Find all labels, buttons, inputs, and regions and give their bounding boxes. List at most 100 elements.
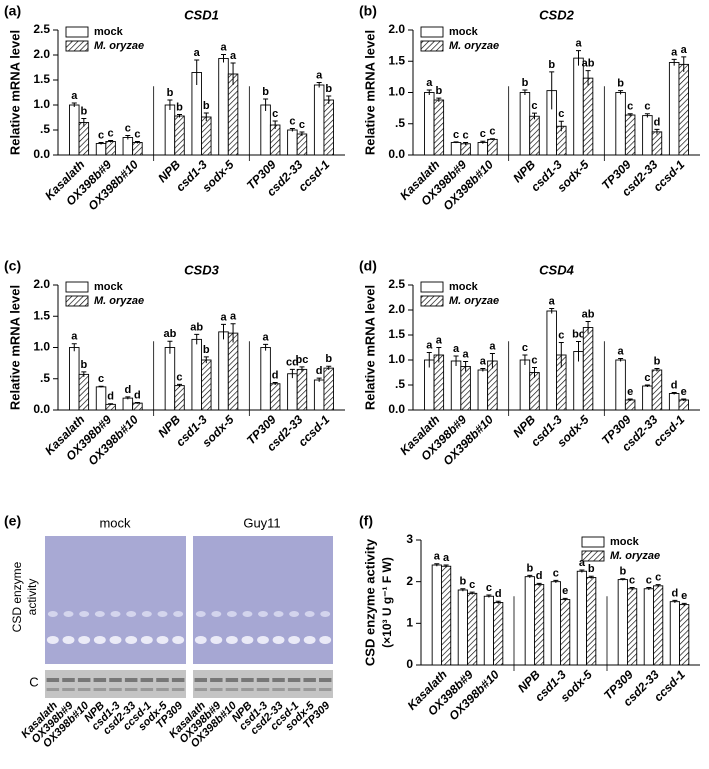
error-bar: [489, 353, 495, 369]
y-axis-label: Relative mRNA level: [362, 30, 377, 155]
error-bar: [588, 575, 594, 579]
gel-band: [78, 636, 91, 644]
legend-swatch: [420, 295, 444, 307]
gel-band: [241, 636, 254, 644]
control-band: [225, 678, 239, 682]
legend-label: mock: [449, 281, 479, 293]
gel-band: [172, 636, 185, 644]
bar: [122, 397, 134, 411]
significance-letter: d: [654, 116, 661, 128]
bar: [457, 589, 468, 666]
legend-swatch: [65, 295, 89, 307]
y-tick-label: 1.5: [33, 308, 50, 322]
significance-letter: a: [71, 90, 78, 102]
error-bar: [644, 113, 650, 118]
bar: [627, 588, 638, 666]
legend-swatch: [420, 281, 444, 293]
error-bar: [618, 358, 624, 362]
gel-band: [63, 611, 74, 617]
legend-label: M. oryzae: [449, 295, 499, 307]
gel-band: [110, 611, 121, 617]
significance-letter: c: [272, 108, 278, 120]
error-bar: [272, 382, 278, 385]
gel-image: [193, 536, 333, 664]
bar: [550, 581, 561, 666]
error-bar: [263, 343, 269, 351]
significance-letter: ab: [190, 321, 203, 333]
y-tick-label: 1: [406, 616, 413, 630]
error-bar: [194, 333, 200, 345]
significance-letter: ab: [582, 58, 595, 70]
gel-y-label: activity: [25, 579, 39, 616]
legend-swatch: [65, 40, 89, 52]
y-axis-label: Relative mRNA level: [7, 285, 22, 410]
significance-letter: b: [325, 83, 332, 95]
error-bar: [326, 365, 332, 370]
gel-band: [46, 636, 59, 644]
error-bar: [71, 102, 77, 107]
y-tick-label: 1.0: [388, 352, 405, 366]
chart-title: CSD2: [539, 7, 574, 22]
bar: [174, 385, 185, 411]
y-axis-label: Relative mRNA level: [7, 30, 22, 155]
x-tick-label: ccsd-1: [296, 412, 333, 449]
y-tick-label: .5: [395, 116, 405, 130]
legend-swatch: [581, 536, 605, 548]
error-bar: [453, 355, 459, 366]
significance-letter: b: [176, 101, 183, 113]
significance-letter: cd: [286, 356, 299, 368]
error-bar: [108, 140, 114, 143]
significance-letter: b: [203, 344, 210, 356]
error-bar: [672, 599, 678, 603]
bar: [519, 92, 531, 156]
bar: [669, 601, 680, 666]
significance-letter: e: [681, 386, 687, 398]
control-band: [241, 678, 254, 682]
control-band: [124, 688, 138, 691]
chart-title: CSD1: [184, 7, 219, 22]
y-tick-label: 0: [406, 657, 413, 671]
y-tick-label: 2.0: [33, 277, 50, 291]
x-tick-label: ccsd-1: [296, 157, 333, 194]
bar: [69, 104, 80, 156]
error-bar: [108, 403, 114, 405]
y-tick-label: 0.0: [33, 147, 50, 161]
gel-panel: (e) mock Guy11 CSD enzyme activity C Kas…: [4, 513, 333, 750]
error-bar: [576, 341, 582, 362]
gel-band: [47, 611, 58, 617]
legend-label: mock: [449, 26, 479, 38]
gel-band: [257, 636, 269, 644]
gel-band: [303, 636, 316, 644]
control-band: [93, 678, 107, 682]
bar: [424, 92, 435, 156]
panel-label: (a): [4, 3, 21, 19]
significance-letter: a: [220, 41, 227, 53]
control-band: [77, 688, 91, 691]
control-band: [46, 678, 60, 682]
y-tick-label: 0.0: [388, 402, 405, 416]
control-band: [62, 678, 75, 682]
gel-band: [125, 636, 138, 644]
legend-label: mock: [94, 281, 124, 293]
error-bar: [453, 141, 459, 144]
error-bar: [522, 354, 528, 365]
legend-label: mock: [94, 26, 124, 38]
bar: [529, 115, 540, 156]
bar: [174, 115, 185, 156]
bar: [105, 141, 116, 156]
error-bar: [585, 321, 591, 334]
gel-band: [140, 636, 153, 644]
error-bar: [562, 597, 568, 601]
significance-letter: a: [436, 334, 443, 346]
bar: [218, 331, 229, 411]
significance-letter: b: [325, 353, 332, 365]
significance-letter: c: [558, 329, 564, 341]
error-bar: [522, 89, 528, 95]
error-bar: [460, 588, 466, 592]
bar: [323, 99, 334, 156]
significance-letter: e: [627, 386, 633, 398]
significance-letter: a: [316, 69, 323, 81]
bar: [227, 73, 239, 156]
bar: [227, 332, 239, 411]
significance-letter: c: [486, 582, 492, 594]
